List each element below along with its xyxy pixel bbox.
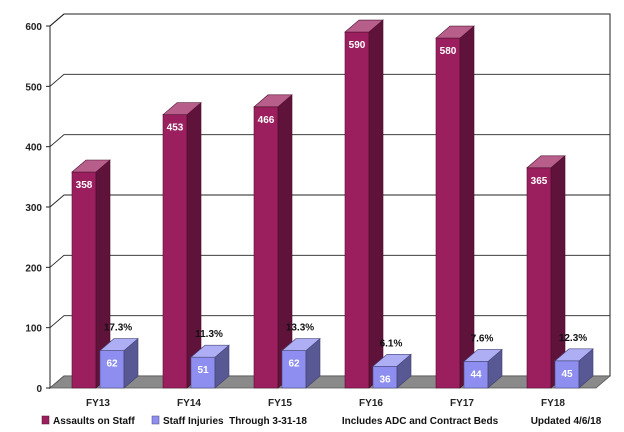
injuries-bar-top — [463, 349, 503, 362]
injuries-bar — [554, 348, 594, 389]
assaults-bar — [253, 94, 293, 389]
assaults-bar-front — [344, 31, 370, 389]
assaults-value-label: 590 — [349, 40, 366, 51]
injuries-bar-top — [190, 344, 230, 358]
gridline — [49, 134, 610, 148]
y-tick-label: 400 — [25, 143, 42, 154]
assaults-bar-top — [526, 155, 566, 169]
y-tick-label: 300 — [25, 203, 42, 214]
data-labels: 358 62 17.3% 453 51 11.3% 466 62 13.3% 590 36 6.1% 5… — [76, 40, 588, 385]
category-label: FY16 — [359, 398, 383, 409]
y-tick-label: 200 — [25, 263, 42, 274]
injuries-bar-front — [99, 350, 125, 389]
y-axis-ticks: 0 100 200 300 400 500 600 — [25, 22, 50, 395]
injuries-bar-top — [554, 348, 594, 362]
legend-series-label: Staff Injuries — [163, 416, 224, 427]
plot-back-wall — [49, 13, 611, 390]
assaults-bar-front — [435, 37, 461, 389]
legend: Assaults on Staff Staff Injuries Through 3… — [41, 415, 602, 427]
category-label: FY18 — [541, 398, 565, 409]
y-tick-label: 600 — [25, 22, 42, 33]
assaults-value-label: 453 — [167, 123, 184, 134]
assaults-bar-top — [162, 102, 202, 115]
assaults-bar — [71, 159, 111, 389]
legend-note: Includes ADC and Contract Beds — [342, 416, 499, 427]
category-label: FY15 — [268, 398, 292, 409]
injuries-bar-front — [281, 350, 307, 389]
assaults-value-label: 365 — [531, 176, 548, 187]
x-axis-labels: FY13 FY14 FY15 FY16 FY17 FY18 — [86, 398, 565, 409]
injuries-value-label: 62 — [106, 359, 118, 370]
assaults-value-label: 580 — [440, 46, 457, 57]
injury-rate-label: 6.1% — [380, 338, 403, 349]
injuries-bar-top — [281, 338, 321, 351]
injuries-bar — [190, 344, 230, 389]
injury-rate-label: 11.3% — [195, 329, 223, 340]
legend-series-label: Assaults on Staff — [53, 416, 135, 427]
assaults-bar — [435, 25, 475, 389]
gridline — [49, 13, 610, 27]
assaults-bar-top — [253, 94, 293, 108]
assaults-value-label: 358 — [76, 180, 93, 191]
gridline — [49, 254, 610, 268]
injury-rate-label: 13.3% — [286, 323, 314, 334]
bars — [71, 19, 594, 389]
injuries-bar — [99, 337, 139, 389]
injuries-bar — [372, 353, 412, 389]
legend-swatch — [151, 415, 160, 425]
injuries-bar-front — [190, 356, 216, 389]
injuries-value-label: 51 — [197, 365, 209, 376]
injuries-bar — [463, 348, 503, 389]
injuries-value-label: 36 — [379, 374, 391, 385]
y-tick-label: 500 — [25, 82, 42, 93]
assaults-bar — [344, 19, 384, 389]
category-label: FY14 — [177, 398, 201, 409]
assaults-bar-front — [162, 114, 188, 389]
gridlines — [49, 13, 610, 329]
legend-note: Through 3-31-18 — [229, 416, 307, 427]
injuries-value-label: 45 — [561, 369, 573, 380]
assaults-bar-side — [550, 155, 566, 389]
injuries-value-label: 62 — [288, 359, 300, 370]
gridline — [49, 194, 610, 208]
assaults-bar — [162, 102, 202, 389]
assaults-bar-top — [71, 159, 111, 173]
injury-rate-label: 7.6% — [471, 333, 494, 344]
assaults-bar-front — [71, 171, 97, 389]
injuries-bar-top — [99, 338, 139, 351]
injuries-value-label: 44 — [470, 369, 482, 380]
assaults-bar-top — [344, 19, 384, 33]
assaults-bar-front — [526, 167, 552, 389]
injuries-bar-top — [372, 353, 412, 367]
y-tick-label: 0 — [36, 384, 42, 395]
assaults-bar-front — [253, 106, 279, 389]
gridline — [49, 73, 610, 87]
category-label: FY17 — [450, 398, 474, 409]
chart-walls — [48, 13, 612, 390]
assaults-bar-side — [368, 19, 384, 389]
assaults-bar-side — [186, 102, 202, 389]
y-tick-label: 100 — [25, 324, 42, 335]
legend-swatch — [41, 415, 50, 425]
injury-rate-label: 17.3% — [104, 323, 132, 334]
assaults-bar-top — [435, 25, 475, 39]
gridline — [49, 315, 610, 329]
injuries-bar-front — [554, 360, 580, 389]
assaults-bar — [526, 155, 566, 389]
injury-rate-label: 12.3% — [559, 333, 587, 344]
injuries-bar-front — [463, 361, 489, 389]
category-label: FY13 — [86, 398, 110, 409]
injuries-bar — [281, 337, 321, 389]
legend-note: Updated 4/6/18 — [531, 416, 602, 427]
assaults-value-label: 466 — [258, 115, 275, 126]
